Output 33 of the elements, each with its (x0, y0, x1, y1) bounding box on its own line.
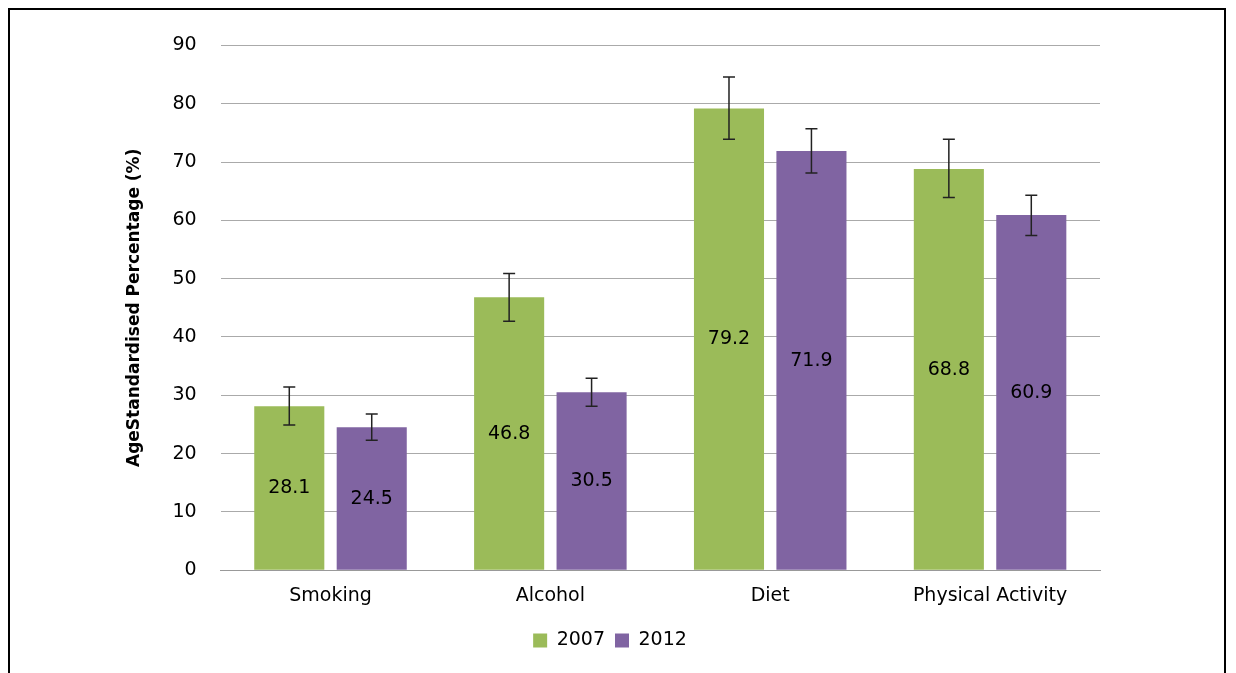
y-tick-label: 70 (172, 148, 197, 171)
legend-label: 2012 (638, 627, 687, 650)
y-axis-title: AgeStandardised Percentage (%) (122, 148, 143, 468)
bar (996, 215, 1067, 570)
y-tick-label: 50 (172, 265, 197, 288)
data-label: 71.9 (790, 347, 833, 370)
y-tick-label: 20 (172, 440, 197, 463)
y-tick-label: 0 (184, 557, 197, 580)
bar (913, 169, 984, 570)
y-tick-label: 60 (172, 207, 197, 230)
x-tick-label: Smoking (289, 582, 372, 605)
x-tick-label: Alcohol (515, 582, 586, 605)
y-tick-label: 90 (172, 32, 197, 55)
data-label: 30.5 (570, 468, 613, 491)
y-tick-label: 30 (172, 382, 197, 405)
data-label: 79.2 (707, 326, 751, 349)
y-tick-label: 10 (172, 498, 197, 521)
data-label: 28.1 (268, 475, 311, 498)
legend-label: 2007 (556, 627, 606, 650)
y-tick-label: 80 (172, 90, 197, 113)
bar (556, 392, 627, 570)
bar (336, 427, 407, 570)
data-label: 60.9 (1010, 379, 1053, 402)
bar (693, 108, 765, 570)
data-label: 46.8 (487, 420, 531, 443)
bar (474, 297, 545, 570)
y-tick-label: 40 (172, 323, 197, 346)
data-label: 68.8 (927, 356, 971, 379)
data-label: 24.5 (350, 485, 393, 508)
x-tick-label: Physical Activity (912, 582, 1068, 605)
x-tick-label: Diet (750, 582, 790, 605)
bar (254, 406, 325, 570)
bar (776, 150, 847, 570)
